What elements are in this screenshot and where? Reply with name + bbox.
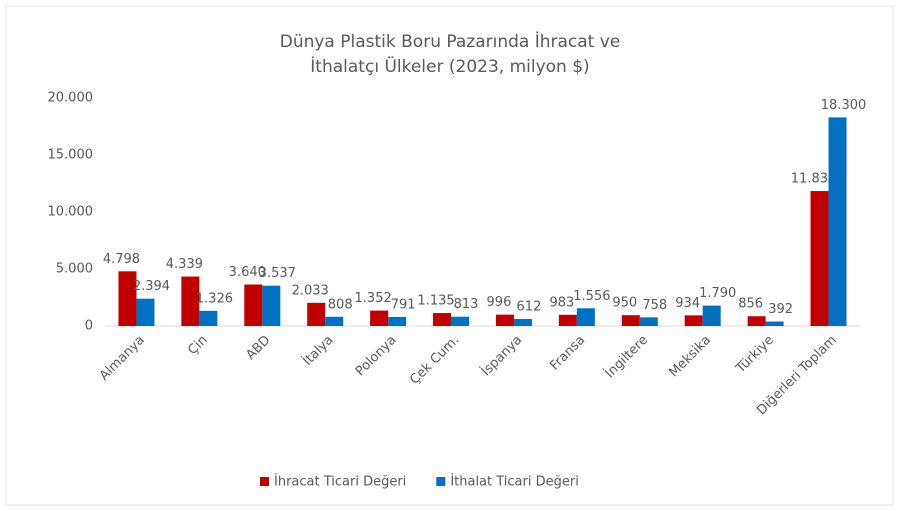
- data-label: 856: [738, 297, 763, 312]
- bar: [513, 319, 532, 326]
- legend-label: İhracat Ticari Değeri: [274, 474, 406, 490]
- bar: [244, 284, 263, 326]
- y-tick-label: 0: [85, 319, 93, 334]
- data-label: 950: [612, 296, 637, 311]
- data-label: 392: [768, 302, 793, 317]
- legend-swatch: [436, 477, 446, 486]
- bar: [370, 310, 389, 326]
- bar: [433, 313, 452, 326]
- data-label: 11.837: [791, 172, 837, 187]
- chart-title: Dünya Plastik Boru Pazarında İhracat ve …: [279, 32, 621, 77]
- data-label: 934: [675, 296, 700, 311]
- data-label: 612: [517, 300, 542, 315]
- y-tick-label: 15.000: [48, 148, 94, 163]
- data-label: 4.339: [166, 257, 203, 272]
- bar: [684, 315, 703, 326]
- data-label: 813: [454, 297, 479, 312]
- data-label: 1.556: [573, 289, 610, 304]
- data-label: 1.326: [196, 291, 233, 306]
- data-label: 983: [549, 295, 574, 310]
- bar: [136, 298, 155, 326]
- data-label: 2.033: [292, 283, 329, 298]
- data-label: 18.300: [821, 98, 867, 113]
- bar: [181, 276, 200, 326]
- bar: [558, 314, 577, 326]
- bar: [639, 317, 658, 326]
- data-label: 1.135: [417, 294, 454, 309]
- data-label: 4.798: [103, 252, 140, 267]
- bar: [765, 321, 784, 326]
- data-label: 3.640: [229, 265, 266, 280]
- bar: [262, 285, 281, 326]
- bar: [810, 191, 829, 326]
- data-label: 3.537: [259, 266, 296, 281]
- bar: [702, 305, 721, 326]
- bar: [576, 308, 595, 326]
- data-label: 758: [642, 298, 667, 313]
- legend-label: İthalat Ticari Değeri: [450, 474, 579, 490]
- chart-border: [5, 5, 894, 506]
- bar: [199, 310, 218, 326]
- bar: [621, 315, 640, 326]
- y-tick-label: 5.000: [56, 262, 93, 277]
- y-tick-label: 10.000: [48, 205, 94, 220]
- data-label: 808: [328, 297, 353, 312]
- data-label: 1.352: [355, 291, 392, 306]
- data-label: 996: [487, 295, 512, 310]
- data-label: 1.790: [699, 286, 736, 301]
- bar: [118, 271, 137, 326]
- data-label: 791: [391, 297, 416, 312]
- bar: [325, 316, 344, 326]
- bar: [451, 316, 470, 326]
- bar: [828, 117, 847, 326]
- data-label: 2.394: [133, 279, 170, 294]
- bar: [747, 316, 766, 326]
- bar: [388, 316, 407, 326]
- legend-swatch: [260, 477, 269, 486]
- bar: [307, 302, 326, 326]
- y-tick-label: 20.000: [48, 91, 94, 106]
- bar: [495, 314, 514, 326]
